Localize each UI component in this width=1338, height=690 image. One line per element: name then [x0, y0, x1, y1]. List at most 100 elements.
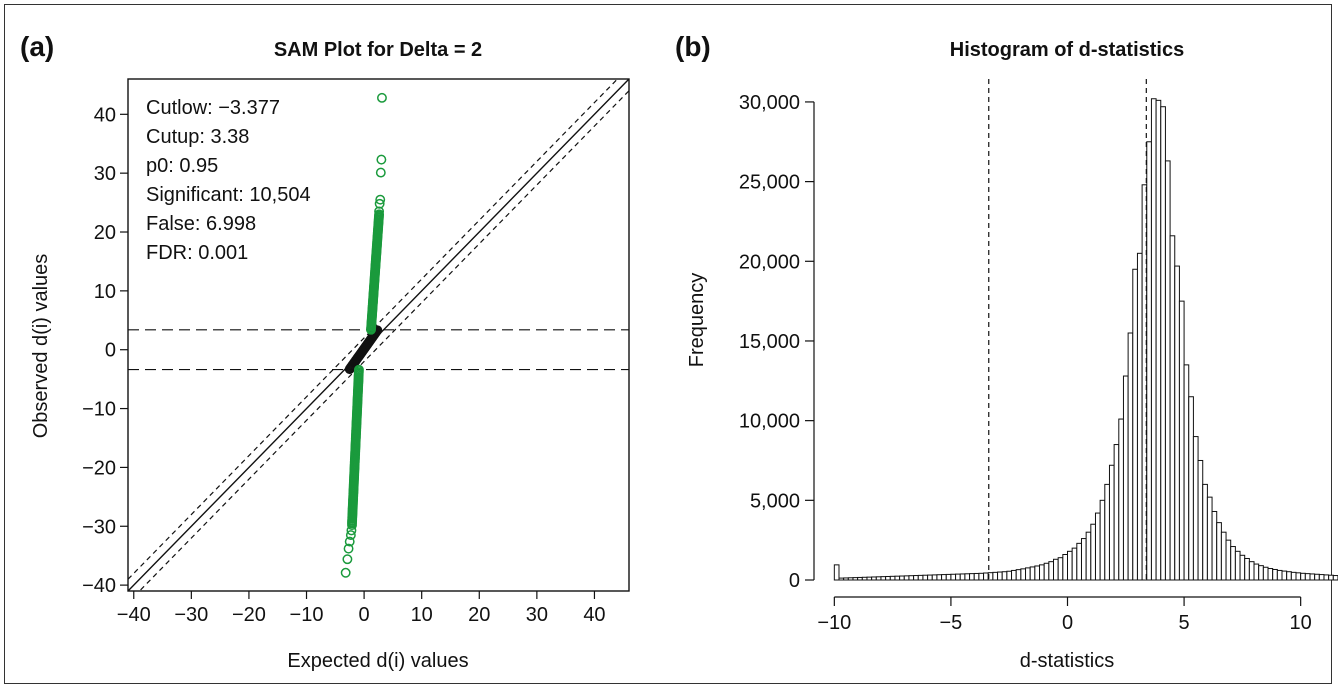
histogram-bar: [1043, 562, 1050, 581]
panel-a-tag: (a): [20, 31, 54, 62]
histogram-bar: [1230, 546, 1236, 581]
histogram-bar: [1258, 565, 1264, 581]
histogram-bar: [1211, 510, 1218, 581]
histogram-bar: [1206, 496, 1213, 581]
panel-b-x-axis-label: d-statistics: [1020, 650, 1114, 672]
histogram-bar: [1174, 265, 1180, 581]
histogram-bar: [1053, 558, 1059, 581]
histogram-bar: [1169, 235, 1176, 581]
histogram-bar: [1015, 569, 1022, 581]
panel-a-title: SAM Plot for Delta = 2: [274, 39, 482, 61]
panel-a-y-tick-label: −40: [82, 575, 116, 597]
significant-point: [377, 92, 387, 103]
histogram-bar: [1090, 523, 1096, 581]
histogram-bar: [1113, 444, 1120, 581]
histogram-bar: [1267, 568, 1274, 581]
panel-a-x-tick-label: 40: [583, 604, 605, 626]
histogram-bar: [1029, 566, 1036, 581]
histogram-bar: [1225, 539, 1232, 581]
panel-b-y-tick-label: 25,000: [739, 172, 800, 194]
panel-a-plot-frame: [127, 78, 630, 592]
histogram-bar: [1318, 574, 1325, 581]
histogram-bar: [1118, 418, 1124, 581]
histogram-bar: [1197, 459, 1204, 581]
histogram-bar: [1150, 98, 1157, 581]
histogram-bar: [1136, 252, 1143, 581]
histogram-bar: [1076, 542, 1082, 581]
panel-a-x-tick-label: 0: [359, 604, 370, 626]
significant-point: [343, 543, 354, 554]
panel-b-y-axis-label: Frequency: [686, 273, 708, 368]
histogram-bar: [1108, 464, 1115, 581]
significant-point: [347, 520, 357, 531]
significant-point: [375, 167, 386, 178]
histogram-bar: [1253, 563, 1260, 581]
histogram-bar: [1178, 300, 1185, 581]
histogram-bar: [1025, 567, 1031, 581]
panel-a-y-tick-label: 0: [105, 340, 116, 362]
histogram-bar: [857, 576, 863, 581]
panel-a: (a) SAM Plot for Delta = 2 −40 −30 −20 −10 0…: [20, 31, 630, 672]
panel-b-tag: (b): [675, 31, 711, 62]
panel-a-x-tick-label: −30: [174, 604, 208, 626]
significant-point: [376, 154, 387, 165]
histogram-bar: [959, 573, 966, 581]
panel-a-y-axis-label: Observed d(i) values: [30, 254, 52, 439]
histogram-bar: [1244, 557, 1250, 581]
histogram-bar: [1281, 570, 1288, 581]
significant-point: [375, 194, 386, 205]
significant-point: [346, 525, 357, 536]
histogram-bar: [997, 571, 1003, 581]
panel-b-y-tick-label: 30,000: [739, 92, 800, 114]
histogram-bar: [913, 575, 919, 581]
histogram-bar: [1300, 572, 1306, 581]
panel-a-x-tick-label: −10: [290, 604, 324, 626]
histogram-bar: [1146, 141, 1152, 581]
histogram-bar: [908, 575, 915, 581]
histogram-bar: [1067, 550, 1073, 581]
histogram-bar: [1183, 364, 1190, 581]
panel-a-plot-layer: [128, 79, 629, 591]
histogram-bar: [1276, 569, 1283, 581]
histogram-bar: [861, 576, 868, 581]
panel-b-y-tick-label: 5,000: [750, 490, 800, 512]
significant-point: [353, 364, 364, 375]
histogram-bar: [978, 572, 985, 581]
histogram-bar: [1216, 522, 1222, 581]
histogram-bar: [1323, 574, 1330, 581]
histogram-bar: [927, 574, 933, 581]
histogram-bar: [1328, 574, 1334, 581]
histogram-bar: [1080, 538, 1087, 581]
histogram-bar: [1286, 571, 1292, 581]
histogram-bar: [1155, 99, 1162, 581]
histogram-bar: [880, 576, 887, 581]
panel-b-y-tick-label: 10,000: [739, 411, 800, 433]
panel-b-title: Histogram of d-statistics: [950, 39, 1184, 61]
panel-a-y-tick-label: 20: [94, 222, 116, 244]
histogram-bar: [843, 577, 849, 581]
panel-b: (b) Histogram of d-statistics −10 −5 0 5 10 0…: [675, 31, 1338, 672]
panel-a-y-tick-label: 30: [94, 163, 116, 185]
histogram-bar: [1239, 554, 1246, 581]
histogram-bar: [964, 573, 971, 581]
histogram-bar: [866, 576, 873, 581]
histogram-bar: [1309, 573, 1316, 581]
histogram-bar: [852, 577, 859, 581]
histogram-bar: [1011, 569, 1017, 581]
significant-point: [374, 206, 385, 217]
histogram-bar: [1272, 568, 1278, 581]
histogram-bar: [1006, 570, 1013, 581]
histogram-bar: [941, 574, 947, 581]
panel-a-x-tick-label: 20: [468, 604, 490, 626]
histogram-bar: [992, 571, 999, 581]
histogram-bar: [1104, 483, 1110, 581]
significant-point: [340, 567, 351, 578]
histogram-bar: [1295, 572, 1302, 581]
histogram-bar: [1164, 160, 1171, 581]
histogram-bar: [1001, 571, 1008, 581]
histogram-bar: [1094, 512, 1101, 581]
histogram-bar: [1314, 573, 1320, 581]
histogram-bar: [871, 576, 877, 581]
histogram-bar: [1248, 561, 1255, 581]
histogram-bar: [1085, 531, 1092, 581]
